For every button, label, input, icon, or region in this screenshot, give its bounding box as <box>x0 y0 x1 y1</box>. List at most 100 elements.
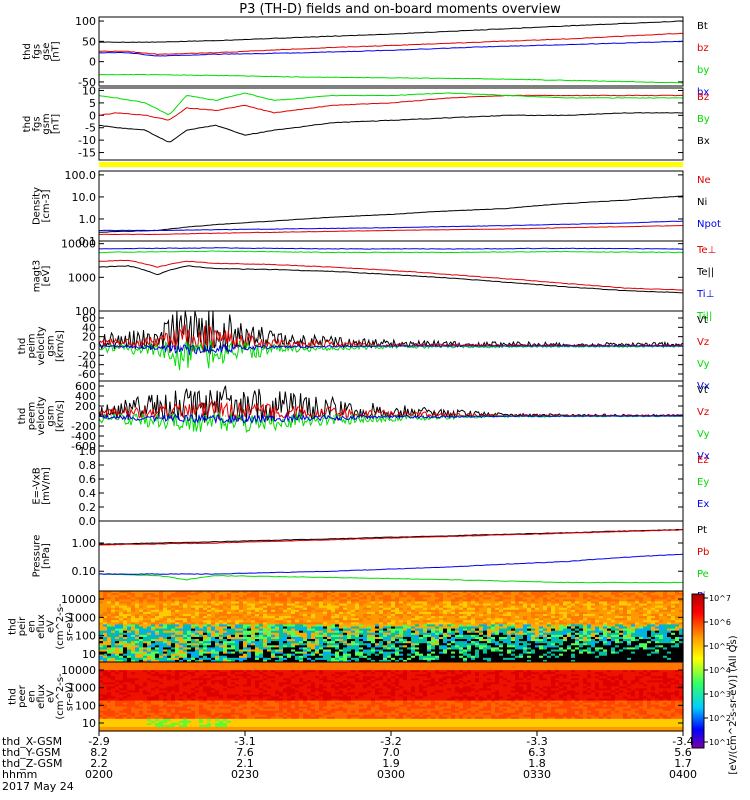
spectrogram-cell <box>159 636 164 640</box>
spectrogram-cell <box>179 605 184 609</box>
spectrogram-cell <box>263 651 268 655</box>
spectrogram-cell <box>423 659 428 663</box>
spectrogram-cell <box>495 603 500 607</box>
spectrogram-cell <box>531 643 536 646</box>
spectrogram-cell <box>267 607 272 611</box>
spectrogram-cell <box>407 653 412 657</box>
spectrogram-cell <box>459 599 464 603</box>
spectrogram-cell <box>443 603 448 607</box>
spectrogram-cell <box>291 651 296 655</box>
spectrogram-cell <box>235 626 240 630</box>
spectrogram-cell <box>147 609 152 613</box>
spectrogram-cell <box>251 620 256 623</box>
spectrogram-cell <box>583 653 588 657</box>
spectrogram-cell <box>243 649 248 653</box>
spectrogram-cell <box>375 591 380 594</box>
spectrogram-cell <box>291 645 296 648</box>
spectrogram-cell <box>479 599 484 603</box>
spectrogram-cell <box>143 607 148 611</box>
ylabel-line: eV <box>46 620 57 633</box>
spectrogram-cell <box>399 599 404 603</box>
spectrogram-cell <box>563 622 568 626</box>
spectrogram-cell <box>483 607 488 611</box>
spectrogram-cell <box>595 645 600 648</box>
spectrogram-cell <box>647 611 652 615</box>
spectrogram-cell <box>271 659 276 663</box>
spectrogram-cell <box>511 639 516 642</box>
spectrogram-cell <box>295 639 300 642</box>
spectrogram-cell <box>583 609 588 613</box>
spectrogram-cell <box>371 636 376 640</box>
spectrogram-cell <box>519 597 524 600</box>
spectrogram-cell <box>167 618 172 621</box>
spectrogram-cell <box>191 643 196 646</box>
spectrogram-cell <box>623 659 628 663</box>
spectrogram-cell <box>347 613 352 617</box>
spectrogram-cell <box>103 607 108 611</box>
spectrogram-cell <box>247 632 252 636</box>
spectrogram-cell <box>543 607 548 611</box>
spectrogram-cell <box>523 636 528 640</box>
spectrogram-cell <box>247 649 252 653</box>
spectrogram-cell <box>163 616 168 619</box>
spectrogram-cell <box>167 655 172 659</box>
spectrogram-cell <box>643 641 648 644</box>
spectrogram-cell <box>223 595 228 598</box>
spectrogram-cell <box>499 626 504 630</box>
spectrogram-cell <box>379 597 384 600</box>
spectrogram-cell <box>115 659 120 663</box>
spectrogram-cell <box>503 653 508 657</box>
spectrogram-cell <box>207 636 212 640</box>
spectrogram-cell <box>459 597 464 600</box>
spectrogram-cell <box>539 616 544 619</box>
spectrogram-cell <box>111 618 116 621</box>
spectrogram-cell <box>375 641 380 644</box>
spectrogram-cell <box>511 618 516 621</box>
series-fgs-gsm-bx <box>98 112 684 143</box>
spectrogram-cell <box>159 639 164 642</box>
spectrogram-cell <box>115 624 120 628</box>
spectrogram-cell <box>311 645 316 648</box>
spectrogram-cell <box>467 632 472 636</box>
spectrogram-cell <box>423 599 428 603</box>
spectrogram-cell <box>415 630 420 634</box>
spectrogram-cell <box>311 624 316 628</box>
spectrogram-cell <box>319 613 324 617</box>
spectrogram-cell <box>403 639 408 642</box>
spectrogram-cell <box>135 601 140 605</box>
spectrogram-cell <box>103 616 108 619</box>
spectrogram-cell <box>291 605 296 609</box>
spectrogram-cell <box>395 618 400 621</box>
spectrogram-cell <box>175 626 180 630</box>
spectrogram-cell <box>527 626 532 630</box>
spectrogram-cell <box>431 643 436 646</box>
spectrogram-cell <box>367 616 372 619</box>
spectrogram-cell <box>163 636 168 640</box>
spectrogram-cell <box>107 609 112 613</box>
spectrogram-cell <box>239 649 244 653</box>
spectrogram-cell <box>407 613 412 617</box>
spectrogram-cell <box>307 639 312 642</box>
spectrogram-cell <box>587 643 592 646</box>
spectrogram-cell <box>191 651 196 655</box>
spectrogram-cell <box>567 618 572 621</box>
spectrogram-cell <box>279 603 284 607</box>
spectrogram-cell <box>267 620 272 623</box>
spectrogram-cell <box>527 632 532 636</box>
spectrogram-cell <box>519 616 524 619</box>
spectrogram-cell <box>551 611 556 615</box>
spectrogram-cell <box>107 630 112 634</box>
spectrogram-cell <box>135 618 140 621</box>
spectrogram-cell <box>615 649 620 653</box>
spectrogram-cell <box>415 632 420 636</box>
y-tick-label: 1.0 <box>79 445 97 458</box>
spectrogram-cell <box>543 599 548 603</box>
spectrogram-cell <box>143 616 148 619</box>
spectrogram-cell <box>503 645 508 648</box>
spectrogram-cell <box>219 653 224 657</box>
spectrogram-cell <box>443 634 448 638</box>
spectrogram-cell <box>415 597 420 600</box>
spectrogram-cell <box>575 620 580 623</box>
spectrogram-cell <box>363 622 368 626</box>
spectrogram-cell <box>207 603 212 607</box>
